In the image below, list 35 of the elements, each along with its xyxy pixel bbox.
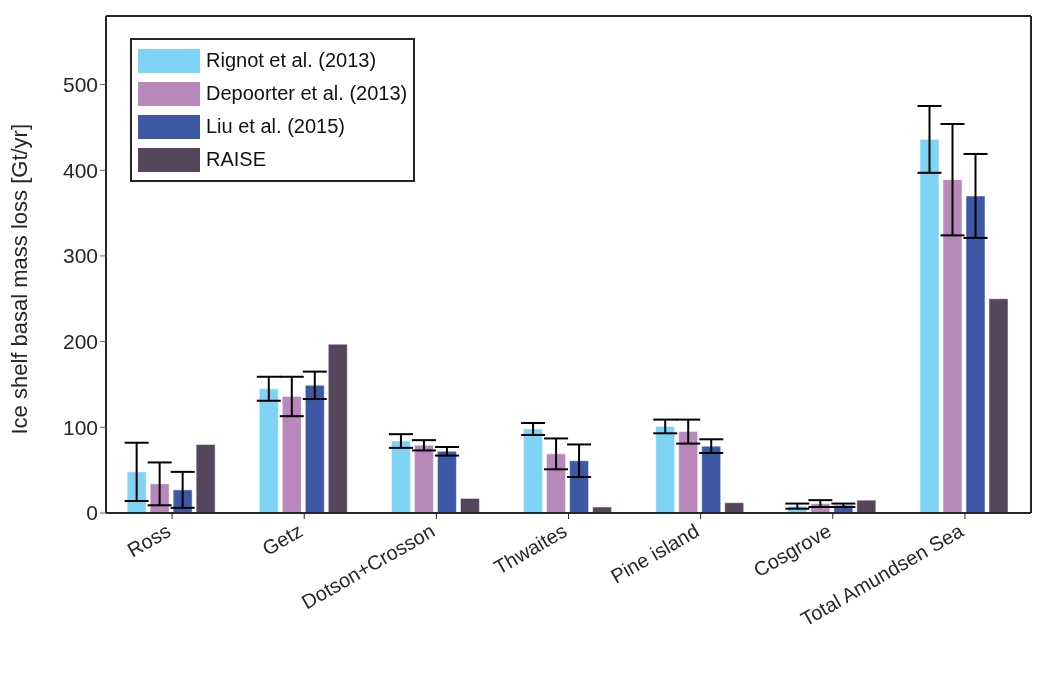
bar [282,396,302,513]
bar [259,388,279,513]
bar [460,498,480,513]
bar [569,460,589,513]
bar [655,426,675,513]
y-tick-label: 500 [62,73,98,97]
bar [523,428,543,513]
bar [856,499,877,513]
bar [919,139,940,513]
legend-label: Depoorter et al. (2013) [206,82,408,105]
bar [437,451,457,513]
y-tick-label: 300 [62,244,98,268]
legend-label: RAISE [206,148,267,171]
y-axis-title: Ice shelf basal mass loss [Gt/yr] [6,123,32,435]
bar [391,440,411,513]
bar [988,298,1009,513]
y-tick-label: 0 [86,501,98,525]
bar [701,445,721,513]
bar [195,444,216,513]
bar [592,506,612,513]
y-tick-label: 200 [62,330,98,354]
bar [724,502,744,513]
bar [942,179,963,513]
bar [328,343,348,513]
legend-label: Rignot et al. (2013) [206,49,377,72]
y-tick-label: 400 [62,158,98,182]
legend-label: Liu et al. (2015) [206,115,345,138]
y-tick-label: 100 [62,415,98,439]
bar [546,453,566,513]
bar [414,445,434,513]
bar [305,385,325,513]
x-tick-label: Getz [258,519,307,560]
bar [965,195,986,513]
bar [678,431,698,513]
x-tick-label: Ross [123,519,175,562]
